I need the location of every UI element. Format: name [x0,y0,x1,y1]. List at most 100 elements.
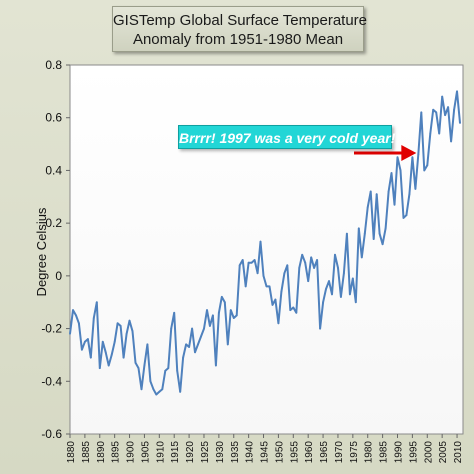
y-tick-label: 0.2 [45,216,62,230]
data-point [128,319,131,322]
data-point [271,303,274,306]
x-tick-label: 1955 [289,441,300,464]
x-tick-label: 1890 [96,441,107,464]
data-point [95,301,98,304]
data-point [390,172,393,174]
data-point [396,156,399,159]
data-point [152,388,155,391]
data-point [167,367,170,370]
data-point [274,298,277,301]
data-point [200,335,202,338]
data-point [140,388,143,391]
data-point [456,90,458,93]
data-point [89,356,92,359]
data-point [348,293,351,296]
data-point [384,227,387,230]
data-point [441,95,444,98]
data-point [298,267,301,269]
data-point [250,261,253,264]
x-tick-label: 1920 [185,441,196,464]
y-tick-label: 0 [55,269,62,283]
data-point [304,261,307,264]
data-point [72,309,74,312]
data-point [319,327,321,330]
x-tick-label: 2000 [423,441,434,464]
data-point [340,296,342,298]
data-point [176,369,179,372]
x-tick-label: 1895 [111,441,122,464]
data-point [444,114,447,116]
x-tick-label: 1880 [66,441,77,464]
data-point [137,367,140,370]
data-point [104,351,107,354]
data-point [417,153,420,156]
x-axis-ticks: 1880 1885 1890 1895 1900 1905 1910 1915 1920 1925… [66,434,464,463]
data-point [146,343,149,346]
data-point [289,309,292,312]
y-tick-label: 0.4 [45,163,62,177]
data-point [423,169,426,172]
data-point [369,190,372,193]
data-point [363,232,366,235]
y-axis-ticks: 0.8 0.6 0.4 0.2 0 -0.2 -0.4 -0.6 [41,58,70,441]
x-tick-label: 1965 [319,441,330,464]
y-tick-label: -0.4 [41,374,62,388]
x-tick-label: 1985 [379,441,390,464]
data-point [69,332,71,335]
data-point [98,367,101,370]
x-tick-label: 1900 [126,441,137,464]
data-point [310,256,313,259]
data-point [149,380,152,383]
data-point [229,309,232,312]
data-point [283,272,286,275]
data-point [113,340,116,343]
data-point [292,306,295,309]
data-point [125,332,128,335]
data-point [408,193,411,196]
data-point [244,285,247,288]
data-point [357,227,360,230]
data-point [220,296,223,298]
data-point [337,267,339,269]
x-tick-label: 1995 [408,441,419,464]
data-point [203,327,205,330]
data-point [197,343,199,346]
data-point [372,238,375,240]
data-point [405,214,408,217]
x-tick-label: 1885 [81,441,92,464]
data-point [116,322,119,325]
chart-title-line-1: GISTemp Global Surface Temperature [113,12,368,29]
data-point [83,340,86,343]
chart-title-box: GISTemp Global Surface Temperature Anoma… [112,6,368,52]
data-point [262,274,265,277]
data-point [325,288,327,290]
plot-area [69,64,464,435]
data-point [375,193,378,196]
x-tick-label: 1915 [170,441,181,464]
y-tick-label: 0.8 [45,58,62,72]
data-point [351,277,354,280]
data-point [92,317,95,319]
data-point [122,356,125,359]
annotation-label: Brrrr! 1997 was a very cold year! [178,125,395,149]
data-point [247,261,250,264]
data-point [217,311,220,314]
data-point [143,364,146,367]
x-tick-label: 1975 [349,441,360,464]
data-point [322,301,324,304]
data-point [107,364,110,367]
data-point [328,280,330,283]
x-tick-label: 1925 [200,441,211,464]
data-point [447,106,450,109]
data-point [78,322,80,325]
y-tick-label: -0.2 [41,322,62,336]
chart-title-line-2: Anomaly from 1951-1980 Mean [132,31,344,48]
data-point [399,169,402,172]
data-point [232,317,235,319]
data-point [179,390,182,393]
data-point [420,111,423,114]
data-point [235,314,238,317]
x-tick-label: 1930 [215,441,226,464]
data-point [286,264,289,267]
